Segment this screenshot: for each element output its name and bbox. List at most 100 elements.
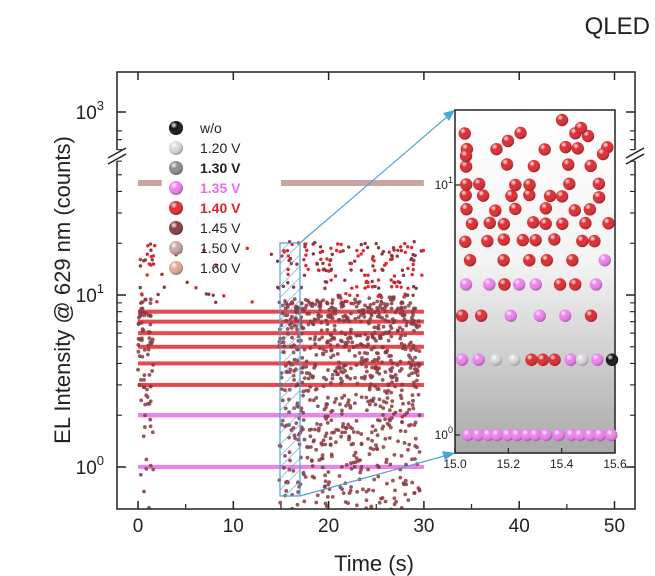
series-1.45V-point <box>353 316 358 321</box>
series-1.45V-point <box>306 322 311 327</box>
series-1.45V-point <box>393 384 398 389</box>
series-1.45V-point <box>329 333 334 338</box>
series-1.45V-point <box>411 406 416 411</box>
inset-point-level-top <box>501 134 515 148</box>
series-1.45V-point <box>389 375 394 380</box>
series-1.45V-point <box>411 343 416 348</box>
series-1.45V-point <box>338 376 343 381</box>
series-1.45V-point <box>336 295 341 300</box>
series-1.45V-point <box>313 302 318 307</box>
series-1.45V-point <box>388 358 393 363</box>
series-1.45V-point <box>317 304 322 309</box>
series-1.40V-point <box>363 241 367 246</box>
series-1.45V-point <box>364 369 369 374</box>
series-1.40V-point <box>355 285 359 289</box>
inset-point-level-high <box>529 233 542 247</box>
series-1.45V-point <box>385 421 390 426</box>
series-1.45V-point <box>319 314 324 319</box>
inset-point-level-top <box>555 113 569 127</box>
series-1.40V-point <box>379 299 383 304</box>
series-1.45V-point <box>362 350 367 355</box>
series-1.45V-point <box>398 408 403 413</box>
series-1.45V-point <box>308 434 313 439</box>
series-1.45V-point <box>320 456 325 461</box>
series-1.45V-point <box>379 496 383 501</box>
series-1.45V-point <box>394 376 399 381</box>
series-1.45V-point <box>346 316 350 321</box>
series-1.45V-point <box>150 548 154 552</box>
series-1.45V-point <box>383 370 388 374</box>
series-1.45V-point <box>328 343 333 347</box>
series-1.45V-point <box>343 363 348 368</box>
series-1.40V-point <box>323 286 327 291</box>
series-1.45V-point <box>417 364 421 368</box>
series-1.45V-point <box>315 404 320 409</box>
legend-entry: 1.45 V <box>169 220 241 236</box>
series-1.45V-point <box>378 336 382 340</box>
series-1.40V-point <box>411 262 415 267</box>
series-1.45V-point <box>143 511 147 515</box>
series-1.45V-point <box>148 463 153 468</box>
series-1.40V-point <box>373 268 377 273</box>
series-1.45V-point <box>337 360 341 365</box>
inset-point-level-4 <box>483 278 496 291</box>
series-1.45V-point <box>336 372 340 377</box>
inset-point-level-high <box>490 142 503 156</box>
series-1.45V-point <box>395 363 400 367</box>
series-1.50V-band <box>280 179 424 186</box>
zoom-connector-bottom <box>299 452 456 497</box>
series-1.45V-point <box>369 430 374 435</box>
series-1.40V-point <box>211 293 215 297</box>
inset-point-level-4 <box>529 278 542 291</box>
series-1.45V-point <box>315 298 319 303</box>
series-1.45V-point <box>413 420 418 425</box>
series-1.40V-point <box>359 252 363 256</box>
legend-label: 1.40 V <box>200 200 241 216</box>
series-1.45V-point <box>354 392 358 397</box>
inset-point-level-high <box>559 140 572 154</box>
series-1.40V-point <box>399 248 404 253</box>
series-1.45V-point <box>389 530 393 534</box>
zoom-arrow-head-bottom <box>442 451 455 460</box>
series-1.45V-point <box>340 464 344 469</box>
series-1.40V-point <box>276 285 280 290</box>
series-1.45V-point <box>148 297 153 302</box>
series-1.45V-point <box>374 446 379 451</box>
series-1.45V-point <box>391 544 395 548</box>
series-1.40V-point <box>389 278 393 282</box>
series-1.45V-point <box>357 351 362 355</box>
series-1.45V-point <box>319 320 324 325</box>
series-1.45V-point <box>407 360 412 365</box>
series-1.45V-point <box>349 485 353 489</box>
series-1.45V-point <box>299 425 304 430</box>
series-1.45V-point <box>417 450 422 454</box>
series-1.40V-point <box>390 254 394 258</box>
series-1.45V-point <box>410 457 414 462</box>
series-1.45V-point <box>320 465 325 470</box>
inset-point-level-1 <box>471 428 485 442</box>
series-1.45V-point <box>326 470 331 474</box>
series-1.40V-point <box>395 284 399 289</box>
series-1.45V-point <box>310 464 315 468</box>
series-1.40V-point <box>214 264 219 268</box>
series-1.45V-point <box>359 359 364 364</box>
series-1.45V-point <box>377 500 382 505</box>
series-1.45V-point <box>373 402 378 407</box>
series-1.45V-point <box>350 520 354 524</box>
series-1.45V-point <box>323 479 328 484</box>
series-1.45V-point <box>390 478 395 483</box>
series-1.45V-point <box>354 304 359 309</box>
inset-point-level-high <box>571 142 584 155</box>
series-1.40V-point <box>377 286 381 290</box>
series-1.40V-point <box>359 268 364 272</box>
series-1.45V-point <box>389 326 394 331</box>
series-1.45V-point <box>398 536 402 540</box>
series-1.45V-point <box>383 318 388 323</box>
inset-point-level-1 <box>510 428 524 442</box>
series-1.40V-point <box>306 267 310 272</box>
series-1.45V-point <box>369 519 373 523</box>
series-1.45V-point <box>321 384 326 389</box>
series-1.45V-point <box>314 396 319 400</box>
series-1.40V-point <box>350 286 354 290</box>
series-1.45V-point <box>144 393 149 398</box>
